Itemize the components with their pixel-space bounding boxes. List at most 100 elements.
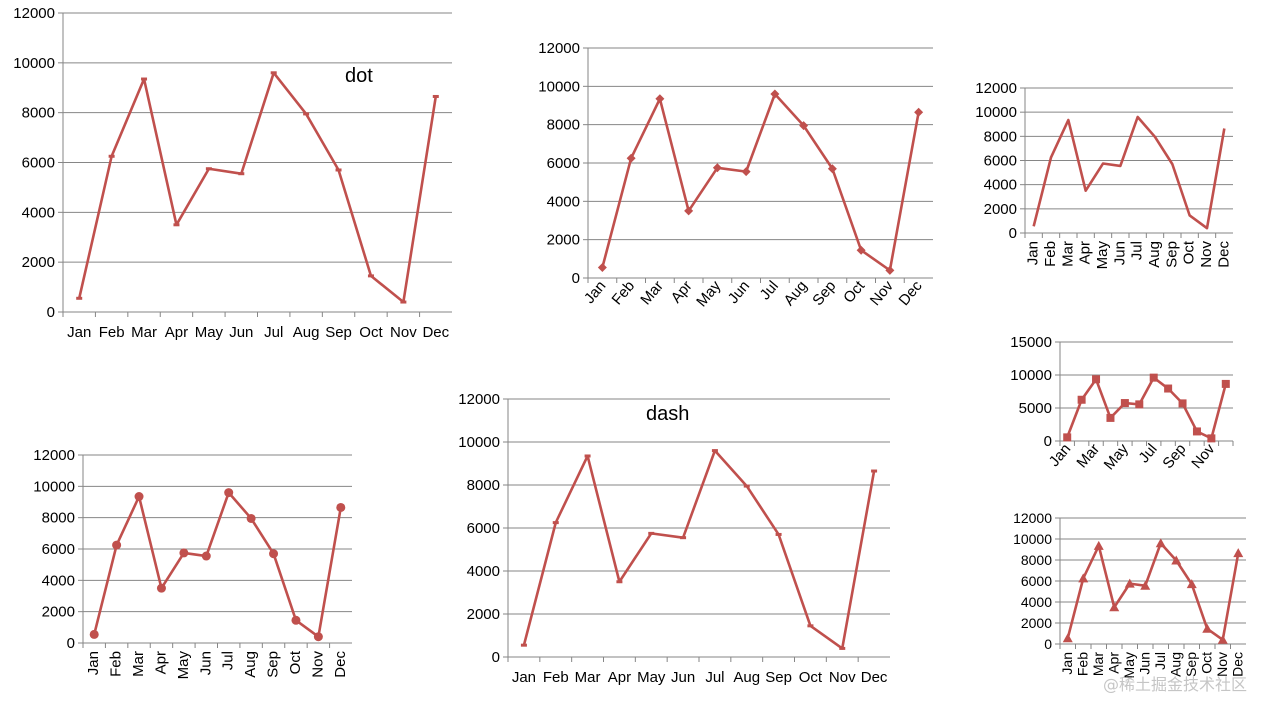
x-tick-label: Sep — [1159, 441, 1189, 472]
x-tick-label: Apr — [1105, 652, 1121, 674]
data-point-marker — [1109, 602, 1120, 612]
series-line — [1032, 115, 1226, 230]
x-tick-label: Jul — [1152, 652, 1168, 670]
data-point-marker — [827, 164, 837, 174]
y-tick-label: 12000 — [458, 391, 500, 408]
x-tick-label: Jul — [705, 669, 724, 686]
data-point-marker — [1178, 399, 1187, 408]
data-point-marker — [1149, 373, 1158, 382]
data-point-marker — [799, 121, 809, 131]
x-tick-label: Dec — [896, 277, 926, 309]
x-tick-label: Jan — [85, 651, 102, 675]
x-tick-label: Dec — [861, 669, 888, 686]
data-point-marker — [1202, 623, 1213, 633]
y-tick-label: 8000 — [1021, 552, 1052, 568]
x-tick-label: Jan — [1025, 241, 1042, 265]
y-tick-label: 0 — [572, 270, 580, 287]
y-tick-label: 12000 — [538, 40, 580, 57]
y-tick-label: 8000 — [467, 477, 500, 494]
data-point-marker — [1093, 540, 1104, 550]
x-tick-label: Aug — [1146, 241, 1163, 268]
series-line — [1066, 541, 1240, 642]
series-line — [601, 92, 920, 272]
x-tick-label: Feb — [543, 669, 569, 686]
line-chart-5: 0 2000 4000 6000 8000 10000 12000 Jan Feb Mar Apr M… — [458, 391, 890, 686]
data-point-marker — [1062, 633, 1073, 643]
data-point-marker — [1164, 384, 1173, 393]
x-tick-label: Aug — [242, 651, 259, 678]
data-point-marker — [1221, 379, 1230, 388]
y-tick-label: 10000 — [975, 104, 1017, 121]
y-tick-label: 2000 — [467, 606, 500, 623]
y-tick-label: 4000 — [467, 563, 500, 580]
data-point-marker — [1207, 434, 1216, 443]
x-tick-label: Apr — [1077, 241, 1094, 264]
data-point-marker — [1171, 555, 1182, 565]
x-tick-label: Jun — [725, 278, 754, 307]
y-tick-label: 8000 — [547, 117, 580, 134]
data-point-marker — [1077, 395, 1086, 404]
x-tick-label: May — [1094, 241, 1111, 270]
x-tick-label: Oct — [1198, 652, 1214, 674]
y-tick-label: 2000 — [1021, 615, 1052, 631]
y-tick-label: 10000 — [1010, 367, 1052, 384]
x-tick-label: Jun — [1136, 652, 1152, 675]
x-tick-label: Sep — [265, 651, 282, 678]
data-point-marker — [856, 245, 866, 255]
line-chart-1: 0 2000 4000 6000 8000 10000 12000 Jan Feb Mar Apr M… — [13, 5, 452, 341]
x-tick-label: Oct — [287, 650, 304, 674]
line-chart-2: 0 2000 4000 6000 8000 10000 12000 Jan Feb Mar AprM… — [538, 40, 933, 310]
data-point-marker — [1233, 548, 1244, 558]
x-tick-label: Jan — [512, 669, 536, 686]
x-tick-label: May — [195, 324, 224, 341]
y-tick-label: 10000 — [458, 434, 500, 451]
x-tick-label: Feb — [108, 651, 125, 677]
x-tick-label: Aug — [781, 278, 811, 309]
y-tick-label: 8000 — [22, 105, 55, 122]
x-tick-label: Oct — [1181, 240, 1198, 264]
x-tick-label: Nov — [829, 669, 856, 686]
y-tick-label: 6000 — [547, 155, 580, 172]
data-point-marker — [134, 492, 144, 502]
x-tick-label: Jan — [67, 324, 91, 341]
data-point-marker — [1092, 375, 1101, 384]
data-point-marker — [712, 163, 722, 173]
x-tick-label: Apr — [608, 669, 631, 686]
data-point-marker — [1192, 427, 1201, 436]
x-tick-label: Dec — [422, 324, 449, 341]
y-tick-label: 10000 — [33, 478, 75, 495]
y-tick-label: 0 — [1009, 225, 1017, 242]
x-tick-label: May — [693, 277, 725, 310]
x-tick-label: Sep — [1183, 652, 1199, 677]
x-tick-label: Mar — [1090, 652, 1106, 676]
x-tick-label: Nov — [309, 651, 326, 678]
line-chart-3: 0 2000 4000 6000 8000 10000 12000 Jan Feb Mar Apr M… — [975, 80, 1233, 269]
x-tick-label: Mar — [637, 278, 667, 309]
x-tick-label: Dec — [1229, 652, 1245, 677]
data-point-marker — [1155, 538, 1166, 548]
y-tick-label: 0 — [67, 635, 75, 652]
x-tick-label: May — [1101, 440, 1133, 473]
x-tick-label: Jul — [1135, 441, 1160, 467]
data-point-marker — [269, 549, 279, 559]
x-tick-label: Nov — [1214, 652, 1230, 677]
line-chart-4: 0 2000 4000 6000 8000 10000 12000 Jan Feb Mar Apr M… — [33, 447, 352, 679]
data-point-marker — [1135, 400, 1144, 409]
data-point-marker — [156, 583, 166, 593]
y-tick-label: 0 — [1044, 433, 1052, 450]
x-tick-label: Feb — [1042, 241, 1059, 267]
x-tick-label: Sep — [765, 669, 792, 686]
x-tick-label: Feb — [1074, 652, 1090, 676]
line-chart-7: 0 2000 4000 6000 8000 10000 12000 Jan Feb Mar Apr M… — [1013, 510, 1246, 678]
data-point-marker — [655, 94, 665, 104]
y-tick-label: 4000 — [984, 177, 1017, 194]
y-tick-label: 6000 — [22, 155, 55, 172]
x-tick-label: Sep — [325, 324, 352, 341]
x-tick-label: Jul — [1129, 241, 1146, 260]
y-tick-label: 6000 — [984, 153, 1017, 170]
x-tick-label: Sep — [809, 278, 839, 309]
data-point-marker — [224, 488, 234, 498]
y-tick-label: 2000 — [547, 232, 580, 249]
x-tick-label: Sep — [1163, 241, 1180, 268]
